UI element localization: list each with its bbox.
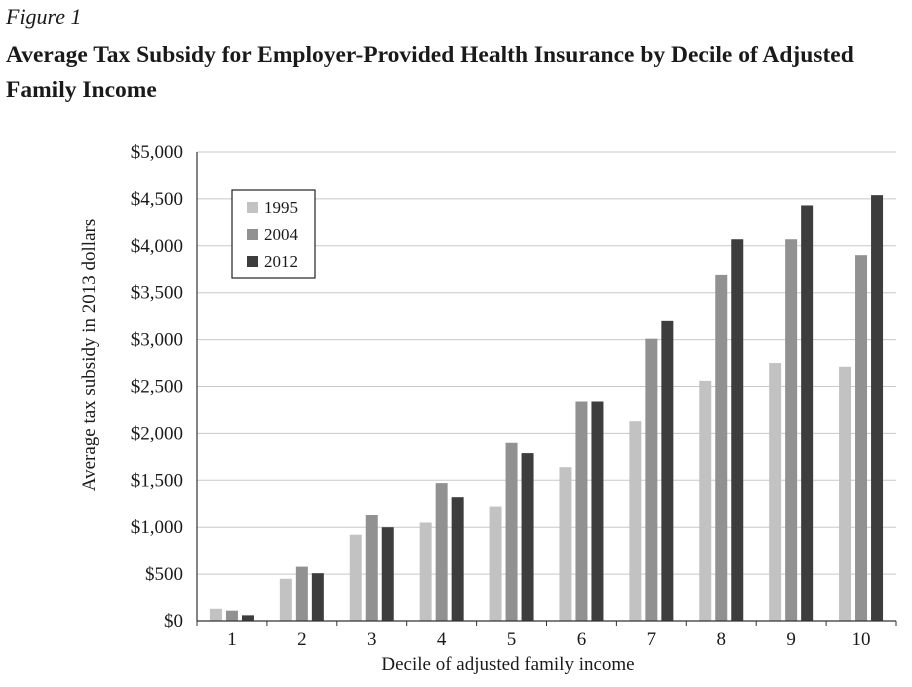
bar-2012-decile-3 [381,527,394,621]
bar-1995-decile-6 [559,467,572,621]
legend-swatch-2012 [247,256,258,267]
legend-label-2012: 2012 [264,252,298,271]
legend-swatch-1995 [247,202,258,213]
x-tick-label: 6 [577,629,587,650]
bar-1995-decile-8 [699,380,712,621]
y-axis-label: Average tax subsidy in 2013 dollars [79,219,100,491]
x-tick-label: 9 [786,629,796,650]
bar-1995-decile-9 [769,363,782,621]
y-tick-label: $3,000 [131,330,183,351]
bar-1995-decile-1 [209,608,222,621]
bar-1995-decile-10 [839,366,852,621]
y-tick-label: $2,500 [131,377,183,398]
bar-2004-decile-1 [225,610,238,621]
legend-label-1995: 1995 [264,198,298,217]
y-tick-label: $2,000 [131,423,183,444]
figure-label: Figure 1 [6,4,82,29]
y-tick-labels: $0 $500 $1,000 $1,500 $2,000 $2,500 $3,000 $3,5… [131,142,183,632]
legend-swatch-2004 [247,229,258,240]
bar-2004-decile-4 [435,483,448,621]
bar-2012-decile-9 [801,205,814,621]
bar-2004-decile-3 [365,515,378,621]
bar-1995-decile-5 [489,506,502,621]
y-tick-label: $3,500 [131,283,183,304]
bar-2004-decile-10 [855,255,868,621]
bar-1995-decile-2 [279,578,292,621]
bar-2012-decile-1 [241,615,254,621]
bar-1995-decile-7 [629,421,642,621]
y-tick-label: $500 [145,564,183,585]
bar-2012-decile-5 [521,453,534,621]
bar-1995-decile-3 [349,534,362,621]
bar-2012-decile-2 [311,573,324,621]
x-tick-label: 3 [367,629,377,650]
y-tick-label: $5,000 [131,142,183,163]
x-tick-label: 2 [297,629,307,650]
axes [196,152,897,626]
legend-label-2004: 2004 [264,225,299,244]
bar-2004-decile-8 [715,274,728,621]
x-tick-labels: 1 2 3 4 5 6 7 8 9 10 [227,629,870,650]
x-tick-label: 1 [227,629,237,650]
bar-2012-decile-6 [591,401,604,621]
bar-2012-decile-4 [451,497,464,621]
y-tick-label: $0 [164,611,183,632]
y-tick-label: $1,500 [131,470,183,491]
bar-1995-decile-4 [419,522,432,621]
x-tick-label: 7 [647,629,657,650]
x-tick-label: 5 [507,629,517,650]
x-tick-label: 8 [717,629,727,650]
bar-2012-decile-10 [871,195,884,621]
bar-2004-decile-2 [295,566,308,621]
legend-box [231,189,316,279]
y-tick-label: $1,000 [131,517,183,538]
chart-title: Average Tax Subsidy for Employer-Provide… [6,42,854,103]
bars [209,195,884,621]
bar-2012-decile-7 [661,320,674,621]
y-tick-label: $4,500 [131,189,183,210]
bar-2012-decile-8 [731,239,744,621]
x-tick-label: 10 [852,629,871,650]
bar-2004-decile-6 [575,401,588,621]
x-axis-label: Decile of adjusted family income [381,654,634,675]
bar-2004-decile-9 [785,239,798,621]
bar-2004-decile-7 [645,338,658,621]
y-tick-label: $4,000 [131,236,183,257]
legend: 1995 2004 2012 [231,189,316,279]
x-tick-label: 4 [437,629,447,650]
bar-2004-decile-5 [505,442,518,621]
